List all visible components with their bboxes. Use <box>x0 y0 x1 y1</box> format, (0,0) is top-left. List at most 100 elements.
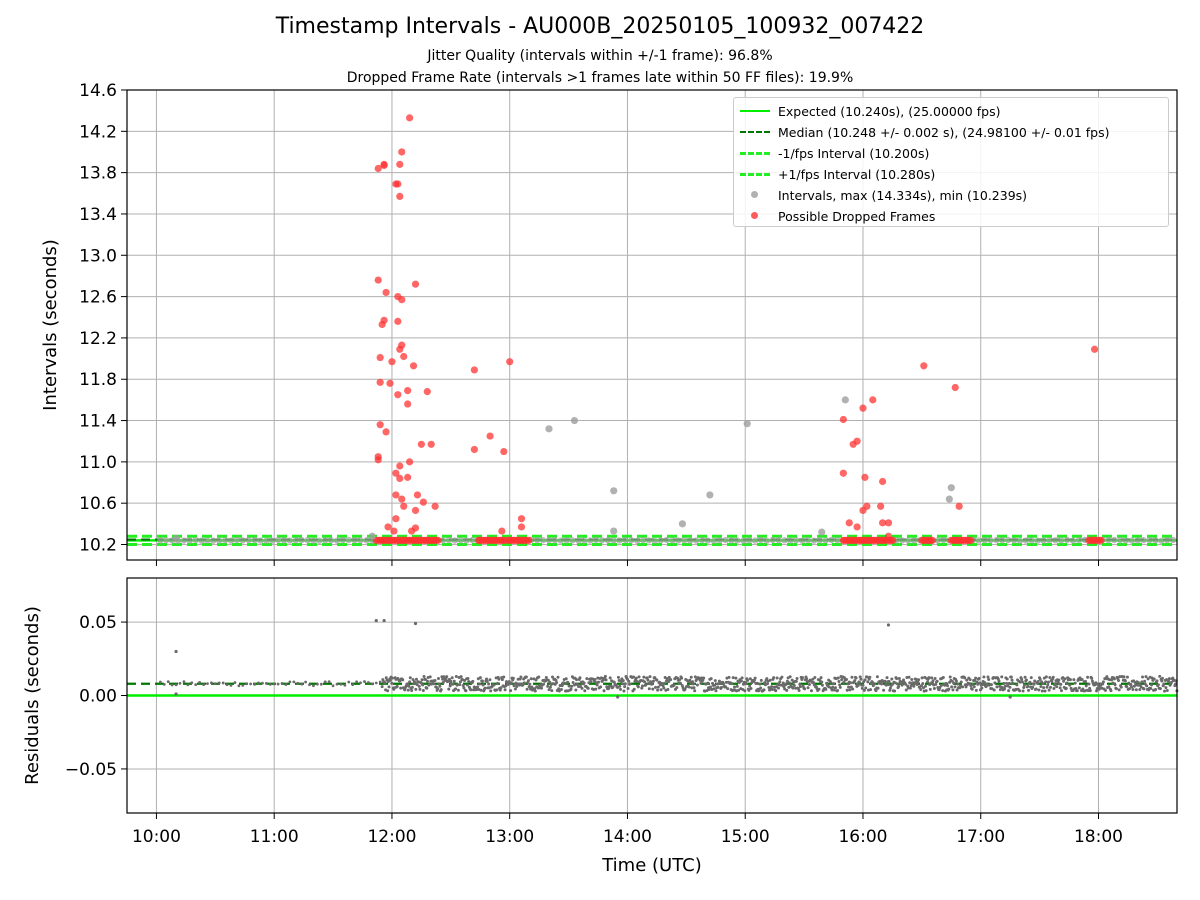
interval-point <box>357 537 364 544</box>
residual-point <box>1059 682 1063 686</box>
residual-point <box>755 681 759 685</box>
residual-point <box>1075 689 1079 693</box>
interval-point <box>1069 537 1077 544</box>
residual-point <box>691 682 695 686</box>
dropped-frame-point <box>392 491 400 499</box>
residual-point <box>656 688 660 692</box>
intervals-y-tick-label: 12.2 <box>79 329 117 349</box>
x-tick-label: 14:00 <box>603 827 652 847</box>
legend-line-swatch <box>740 152 770 155</box>
interval-point <box>351 536 358 544</box>
residual-point <box>383 681 387 685</box>
residual-point <box>550 675 554 679</box>
residual-point <box>1125 675 1129 679</box>
residual-point <box>458 680 462 684</box>
residual-point <box>753 676 757 680</box>
legend-minus-one-frame: -1/fps Interval (10.200s) <box>734 143 929 163</box>
residual-point <box>863 678 867 682</box>
residuals-y-tick-label: −0.05 <box>65 760 117 780</box>
residual-point <box>809 689 813 693</box>
residual-point <box>831 682 835 686</box>
residual-point <box>469 688 473 692</box>
residual-point <box>739 679 743 683</box>
residual-point <box>1072 678 1076 682</box>
residual-point <box>1037 688 1041 692</box>
residual-point <box>947 687 951 691</box>
residual-point <box>632 687 636 691</box>
interval-point <box>810 537 818 544</box>
residual-point <box>264 682 268 685</box>
residual-point <box>408 680 412 684</box>
residual-point <box>261 681 264 685</box>
residual-point <box>410 685 414 689</box>
residual-point <box>533 689 537 693</box>
residual-point <box>880 682 884 686</box>
interval-point <box>940 536 947 544</box>
residual-point <box>1018 689 1022 693</box>
residual-point <box>621 682 625 686</box>
residual-point <box>284 683 288 686</box>
interval-point <box>327 537 335 544</box>
dropped-frame-point <box>396 474 404 482</box>
residual-point <box>651 679 655 683</box>
residual-point <box>932 686 936 690</box>
residual-point <box>693 689 697 693</box>
residual-point <box>712 687 716 691</box>
residual-point <box>534 678 538 682</box>
residual-point <box>414 677 418 681</box>
interval-point <box>663 536 670 544</box>
residual-point <box>611 685 615 689</box>
interval-point <box>286 537 294 544</box>
dropped-frame-point <box>869 396 877 404</box>
residual-point <box>1087 682 1091 686</box>
residual-point <box>471 679 475 683</box>
residual-point <box>608 676 612 680</box>
interval-point <box>1052 537 1059 544</box>
interval-point <box>251 536 258 544</box>
residual-point <box>921 682 925 686</box>
residual-point <box>917 678 921 682</box>
residual-point <box>669 678 673 682</box>
residual-point <box>803 687 807 691</box>
interval-point <box>1075 537 1083 544</box>
interval-point <box>363 537 370 544</box>
residual-point <box>788 675 792 679</box>
residual-point <box>762 688 766 692</box>
residual-point <box>992 688 996 692</box>
interval-point <box>1122 537 1130 544</box>
residual-point <box>748 677 752 681</box>
residual-point <box>1119 685 1123 689</box>
residual-point <box>907 675 911 679</box>
residual-point <box>1088 686 1092 690</box>
residual-point <box>618 684 622 688</box>
dropped-frame-point <box>394 317 402 325</box>
interval-point <box>451 537 458 544</box>
residual-point <box>864 686 868 690</box>
residual-point <box>515 684 519 688</box>
residual-point <box>1044 675 1048 679</box>
dropped-frame-point <box>517 515 526 523</box>
residual-point <box>974 676 978 680</box>
residual-point <box>186 683 190 687</box>
residual-point <box>597 680 601 684</box>
interval-point <box>569 537 576 544</box>
residual-point <box>1009 675 1013 679</box>
residual-point <box>1141 675 1145 679</box>
residual-point <box>726 687 730 691</box>
residual-point <box>527 685 531 689</box>
residual-point <box>626 687 630 691</box>
residual-point <box>970 687 974 691</box>
residual-point <box>659 688 663 692</box>
interval-point <box>575 537 582 544</box>
residual-point <box>832 688 836 692</box>
residual-point <box>647 681 651 685</box>
interval-point <box>981 537 988 544</box>
residual-point <box>853 679 857 683</box>
residual-point <box>489 689 493 693</box>
residual-point <box>1020 677 1024 681</box>
residual-point <box>737 681 741 685</box>
legend-line-swatch <box>740 131 770 133</box>
residual-point <box>524 675 528 679</box>
residual-point <box>1174 682 1178 686</box>
